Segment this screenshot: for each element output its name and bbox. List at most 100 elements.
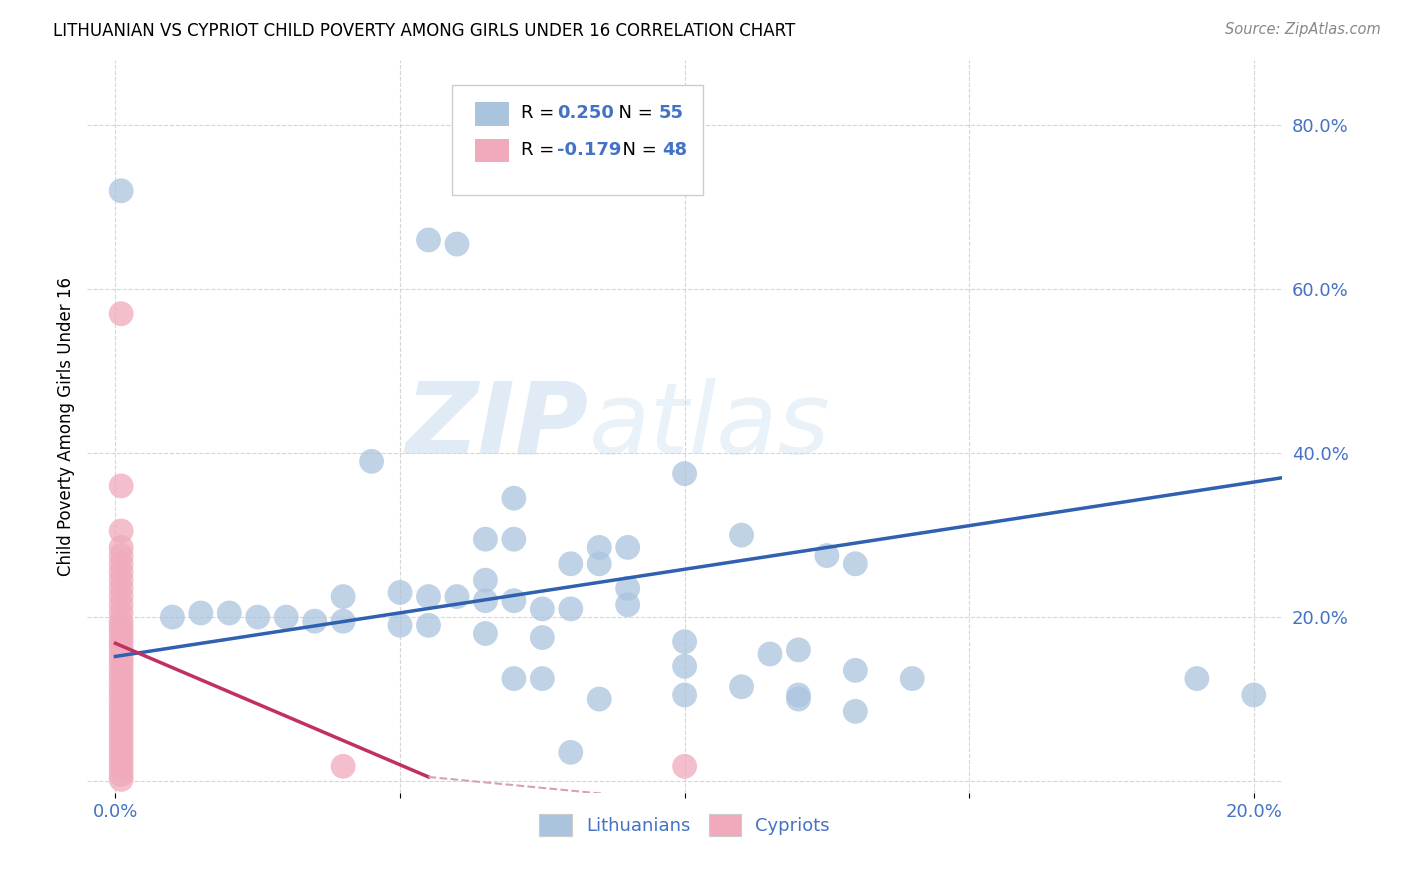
Text: LITHUANIAN VS CYPRIOT CHILD POVERTY AMONG GIRLS UNDER 16 CORRELATION CHART: LITHUANIAN VS CYPRIOT CHILD POVERTY AMON… <box>53 22 796 40</box>
Text: 48: 48 <box>662 141 688 159</box>
Point <box>446 237 468 252</box>
Point <box>110 582 132 596</box>
Point <box>474 626 496 640</box>
Point <box>110 598 132 612</box>
Point <box>162 610 184 624</box>
Text: R =: R = <box>520 104 560 122</box>
Point <box>110 685 132 699</box>
Point <box>787 692 810 706</box>
Text: N =: N = <box>607 104 658 122</box>
Point <box>389 618 412 632</box>
Point <box>110 762 132 776</box>
Point <box>1185 672 1208 686</box>
Point <box>730 680 752 694</box>
Point <box>110 669 132 683</box>
Point <box>110 307 132 321</box>
Point <box>588 692 610 706</box>
Point <box>560 171 582 186</box>
Point <box>616 582 638 596</box>
Point <box>110 549 132 563</box>
Point <box>560 602 582 616</box>
Point <box>110 620 132 634</box>
Point <box>418 590 440 604</box>
Point <box>1243 688 1265 702</box>
Point <box>110 723 132 738</box>
Point <box>110 541 132 555</box>
Point <box>110 664 132 678</box>
Point <box>360 454 382 468</box>
Point <box>304 614 326 628</box>
Point <box>730 528 752 542</box>
Point <box>531 602 554 616</box>
Text: -0.179: -0.179 <box>557 141 621 159</box>
Point <box>110 479 132 493</box>
Point <box>673 688 696 702</box>
Point <box>110 590 132 604</box>
Point <box>502 532 524 546</box>
Point <box>110 745 132 759</box>
Point <box>502 491 524 506</box>
Point <box>110 735 132 749</box>
Point <box>531 631 554 645</box>
Point <box>673 467 696 481</box>
Point <box>110 557 132 571</box>
Point <box>110 696 132 710</box>
Point <box>502 672 524 686</box>
Point <box>110 706 132 721</box>
FancyBboxPatch shape <box>475 103 509 126</box>
Point <box>474 532 496 546</box>
Point <box>787 643 810 657</box>
Point <box>673 634 696 648</box>
Point <box>246 610 269 624</box>
Point <box>418 233 440 247</box>
Point <box>110 565 132 579</box>
Point <box>110 772 132 787</box>
FancyBboxPatch shape <box>475 139 509 162</box>
Point <box>110 713 132 727</box>
Point <box>110 524 132 538</box>
Point <box>446 590 468 604</box>
Point <box>110 653 132 667</box>
Point <box>110 657 132 672</box>
Point <box>389 585 412 599</box>
Point <box>616 171 638 186</box>
Text: N =: N = <box>610 141 662 159</box>
Legend: Lithuanians, Cypriots: Lithuanians, Cypriots <box>538 814 830 836</box>
Point <box>332 614 354 628</box>
Point <box>560 557 582 571</box>
Point <box>815 549 838 563</box>
Point <box>901 672 924 686</box>
Point <box>673 659 696 673</box>
Point <box>616 598 638 612</box>
Point <box>110 690 132 705</box>
Point <box>588 557 610 571</box>
Text: ZIP: ZIP <box>406 378 589 475</box>
Text: 0.250: 0.250 <box>557 104 613 122</box>
Text: R =: R = <box>520 141 560 159</box>
Point <box>844 557 866 571</box>
Point <box>759 647 782 661</box>
Point <box>276 610 298 624</box>
Point <box>531 672 554 686</box>
Point <box>110 641 132 656</box>
Point <box>110 680 132 694</box>
Point <box>502 593 524 607</box>
Point <box>588 541 610 555</box>
Y-axis label: Child Poverty Among Girls Under 16: Child Poverty Among Girls Under 16 <box>58 277 75 576</box>
Point <box>218 606 240 620</box>
Point <box>110 647 132 661</box>
Point <box>332 759 354 773</box>
Point <box>110 631 132 645</box>
Point <box>110 767 132 781</box>
Point <box>560 745 582 759</box>
Point <box>673 759 696 773</box>
Point <box>787 688 810 702</box>
Point <box>110 614 132 628</box>
Text: Source: ZipAtlas.com: Source: ZipAtlas.com <box>1225 22 1381 37</box>
Point <box>110 606 132 620</box>
Point <box>110 729 132 743</box>
Point <box>110 636 132 650</box>
Point <box>616 541 638 555</box>
Point <box>474 573 496 587</box>
Point <box>844 664 866 678</box>
